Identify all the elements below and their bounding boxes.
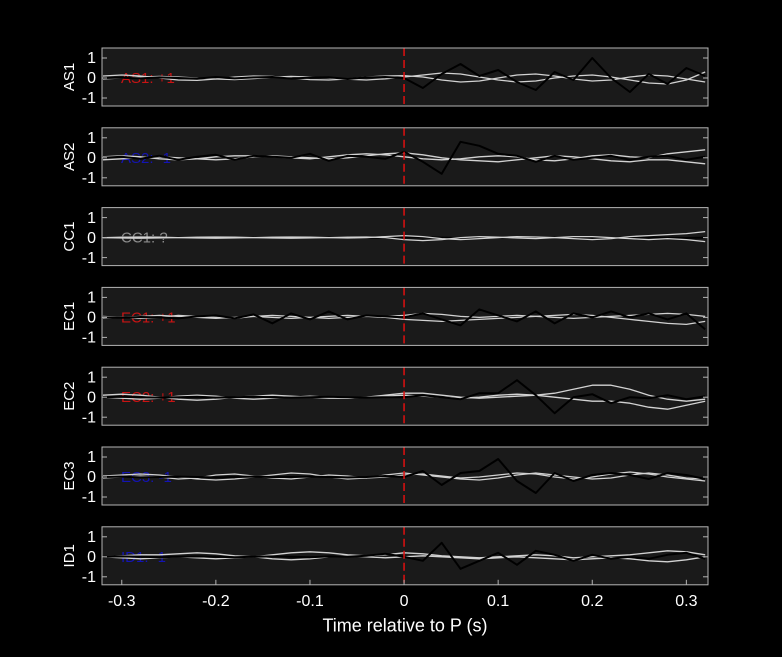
panel-frame: [101, 446, 709, 506]
y-tick-label: 1: [87, 290, 96, 307]
y-tick-label: 1: [87, 369, 96, 386]
y-tick-label: -1: [82, 409, 96, 426]
y-tick-label: 1: [87, 529, 96, 546]
y-tick-label: 0: [87, 70, 96, 87]
x-tick-label: 0: [400, 593, 409, 610]
y-tick-label: 0: [87, 230, 96, 247]
y-axis-label: ID1: [61, 544, 78, 567]
x-tick-label: -0.1: [296, 593, 324, 610]
y-tick-label: 1: [87, 210, 96, 227]
panel-frame: [101, 47, 709, 107]
panel-frame: [101, 127, 709, 187]
panel-frame: [101, 366, 709, 426]
x-tick-label: 0.2: [581, 593, 603, 610]
y-tick-label: 0: [87, 150, 96, 167]
x-tick-label: -0.3: [108, 593, 136, 610]
y-tick-label: 0: [87, 310, 96, 327]
y-axis-label: EC3: [61, 461, 78, 490]
panel-frame: [101, 207, 709, 267]
y-tick-label: 1: [87, 449, 96, 466]
y-tick-label: 0: [87, 469, 96, 486]
panel-frame: [101, 526, 709, 586]
y-axis-label: EC2: [61, 382, 78, 411]
y-tick-label: -1: [82, 330, 96, 347]
y-tick-label: 1: [87, 130, 96, 147]
y-tick-label: 0: [87, 549, 96, 566]
y-axis-label: AS2: [61, 143, 78, 171]
y-axis-label: EC1: [61, 302, 78, 331]
y-tick-label: 0: [87, 389, 96, 406]
y-tick-label: -1: [82, 90, 96, 107]
x-tick-label: 0.3: [675, 593, 697, 610]
y-tick-label: -1: [82, 569, 96, 586]
y-tick-label: -1: [82, 250, 96, 267]
y-tick-label: -1: [82, 489, 96, 506]
y-axis-label: CC1: [61, 222, 78, 252]
y-tick-label: 1: [87, 50, 96, 67]
x-tick-label: -0.2: [202, 593, 230, 610]
x-tick-label: 0.1: [487, 593, 509, 610]
y-axis-label: AS1: [61, 63, 78, 91]
y-tick-label: -1: [82, 170, 96, 187]
panel-frame: [101, 286, 709, 346]
x-axis-label: Time relative to P (s): [322, 616, 487, 636]
